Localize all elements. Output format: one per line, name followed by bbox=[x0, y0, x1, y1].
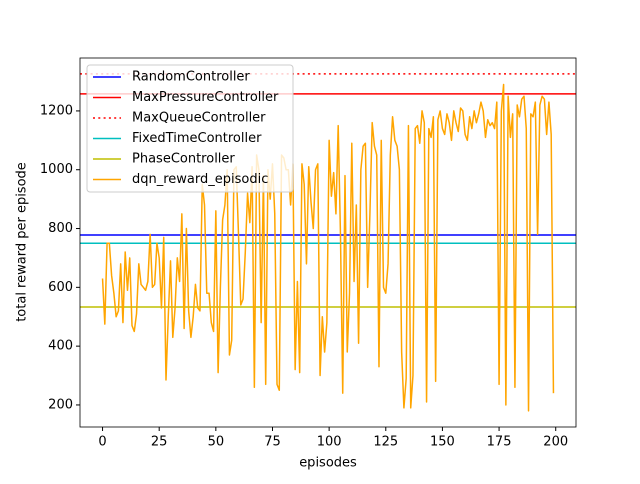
x-tick-label: 50 bbox=[208, 435, 225, 450]
legend-label: RandomController bbox=[132, 70, 250, 85]
y-tick-label: 200 bbox=[48, 397, 73, 412]
y-tick-label: 1000 bbox=[40, 162, 73, 177]
y-tick-label: 1200 bbox=[40, 103, 73, 118]
x-axis-label: episodes bbox=[299, 456, 357, 471]
legend-label: dqn_reward_episodic bbox=[132, 172, 268, 187]
data-line bbox=[101, 83, 555, 412]
legend-label: MaxPressureController bbox=[132, 90, 279, 105]
y-axis-label: total reward per episode bbox=[15, 162, 30, 322]
x-tick-label: 150 bbox=[430, 435, 455, 450]
x-tick-label: 75 bbox=[264, 435, 281, 450]
y-tick-label: 600 bbox=[48, 280, 73, 295]
x-tick-label: 0 bbox=[98, 435, 106, 450]
y-tick-label: 400 bbox=[48, 339, 73, 354]
x-tick-label: 200 bbox=[543, 435, 568, 450]
axes-frame bbox=[79, 57, 577, 428]
legend-box bbox=[86, 64, 294, 193]
x-tick-label: 100 bbox=[317, 435, 342, 450]
legend-label: PhaseController bbox=[132, 152, 235, 167]
x-tick-label: 125 bbox=[373, 435, 398, 450]
legend-label: FixedTimeController bbox=[132, 131, 262, 146]
x-tick-label: 25 bbox=[151, 435, 168, 450]
y-tick-label: 800 bbox=[48, 221, 73, 236]
x-tick-label: 175 bbox=[487, 435, 512, 450]
legend-label: MaxQueueController bbox=[132, 111, 266, 126]
